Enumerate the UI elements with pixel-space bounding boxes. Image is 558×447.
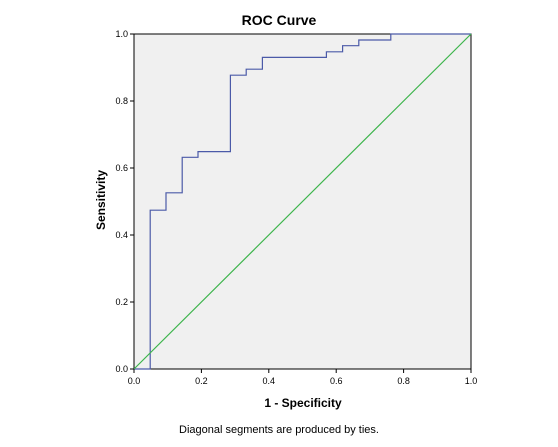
reference-diagonal-line — [133, 33, 472, 370]
chart-title: ROC Curve — [242, 12, 317, 28]
series-layer — [133, 33, 472, 370]
footnote: Diagonal segments are produced by ties. — [179, 424, 379, 436]
x-tick-label: 0.0 — [128, 376, 141, 386]
tick-layer: 0.0 0.2 0.4 0.6 0.8 1.0 0.0 0.2 0.4 0.6 0.8 1.0 — [115, 29, 477, 386]
x-tick-label: 0.6 — [330, 376, 343, 386]
y-tick-label: 0.4 — [115, 230, 128, 240]
y-tick-label: 0.8 — [115, 96, 128, 106]
roc-curve-line — [134, 33, 471, 370]
x-tick-label: 0.2 — [195, 376, 208, 386]
x-axis-label: 1 - Specificity — [264, 396, 342, 410]
x-tick-label: 1.0 — [465, 376, 478, 386]
x-tick-label: 0.4 — [263, 376, 276, 386]
y-tick-label: 1.0 — [115, 29, 128, 39]
y-tick-label: 0.2 — [115, 297, 128, 307]
y-tick-label: 0.0 — [115, 364, 128, 374]
y-tick-label: 0.6 — [115, 163, 128, 173]
y-axis-label: Sensitivity — [94, 170, 108, 230]
x-tick-label: 0.8 — [397, 376, 410, 386]
